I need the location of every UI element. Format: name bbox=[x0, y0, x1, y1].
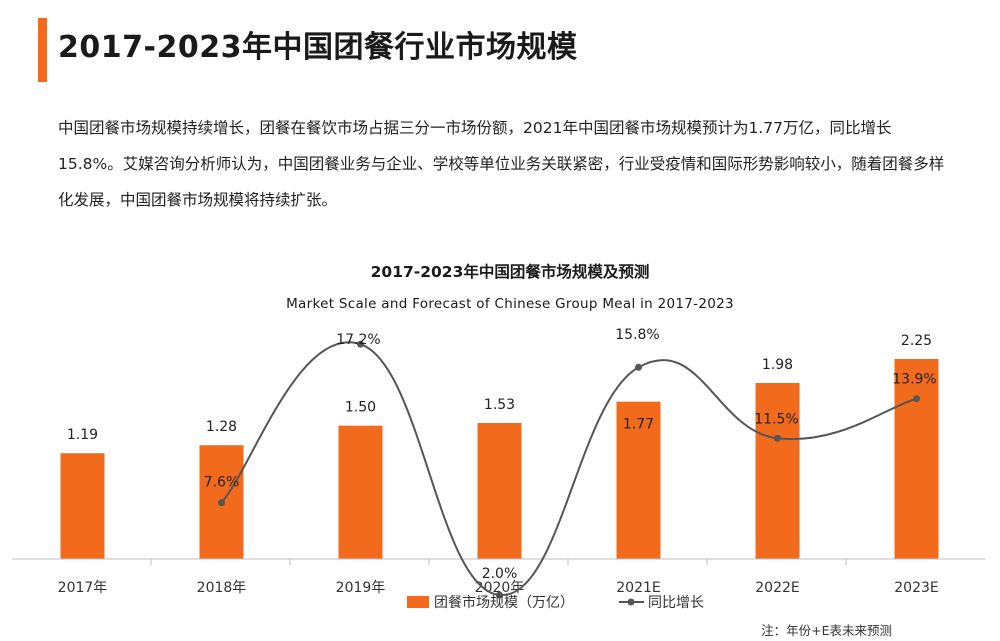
x-tick-label: 2017年 bbox=[58, 580, 108, 596]
bar-7 bbox=[894, 359, 939, 559]
x-tick-label: 2021E bbox=[616, 580, 660, 596]
page-title: 2017-2023年中国团餐行业市场规模 bbox=[58, 30, 578, 65]
growth-point bbox=[496, 591, 503, 599]
x-tick-label: 2018年 bbox=[197, 580, 247, 596]
growth-label: 17.2% bbox=[336, 332, 380, 348]
bar-3 bbox=[338, 425, 383, 559]
bar-value-label: 1.53 bbox=[484, 397, 515, 413]
bar-5 bbox=[616, 401, 661, 559]
x-tick-label: 2022E bbox=[755, 580, 799, 596]
chart-title: 2017-2023年中国团餐市场规模及预测 bbox=[371, 262, 650, 281]
summary-paragraph: 中国团餐市场规模持续增长，团餐在餐饮市场占据三分一市场份额，2021年中国团餐市… bbox=[58, 119, 945, 209]
growth-point bbox=[913, 395, 920, 403]
title-accent-bar bbox=[38, 18, 47, 82]
growth-point bbox=[774, 434, 781, 442]
growth-label: 13.9% bbox=[892, 372, 936, 388]
bar-4 bbox=[477, 423, 522, 559]
growth-point bbox=[357, 340, 364, 348]
footnote: 注：年份+E表未来预测 bbox=[761, 623, 892, 638]
bar-1 bbox=[60, 453, 105, 559]
bar-value-label: 1.50 bbox=[345, 400, 376, 416]
bar-value-label: 1.98 bbox=[762, 357, 793, 373]
legend-bar-swatch bbox=[407, 596, 429, 608]
bar-6 bbox=[755, 383, 800, 559]
growth-point bbox=[218, 499, 225, 507]
x-tick-label: 2019年 bbox=[336, 580, 386, 596]
bar-value-label: 1.28 bbox=[206, 419, 237, 435]
bar-value-label: 1.77 bbox=[623, 417, 654, 433]
chart-subtitle: Market Scale and Forecast of Chinese Gro… bbox=[286, 296, 734, 312]
growth-point bbox=[635, 363, 642, 371]
growth-label: 15.8% bbox=[615, 327, 659, 343]
bar-value-label: 1.19 bbox=[67, 427, 98, 443]
legend-line-marker bbox=[627, 598, 635, 606]
x-tick-label: 2023E bbox=[894, 580, 938, 596]
growth-label: 7.6% bbox=[204, 475, 240, 491]
legend-bar-label: 团餐市场规模（万亿） bbox=[434, 594, 574, 611]
bar-value-label: 2.25 bbox=[901, 333, 932, 349]
growth-line bbox=[220, 341, 917, 597]
growth-label: 11.5% bbox=[754, 411, 798, 427]
legend-line-label: 同比增长 bbox=[648, 595, 704, 611]
growth-label: 2.0% bbox=[482, 566, 518, 582]
